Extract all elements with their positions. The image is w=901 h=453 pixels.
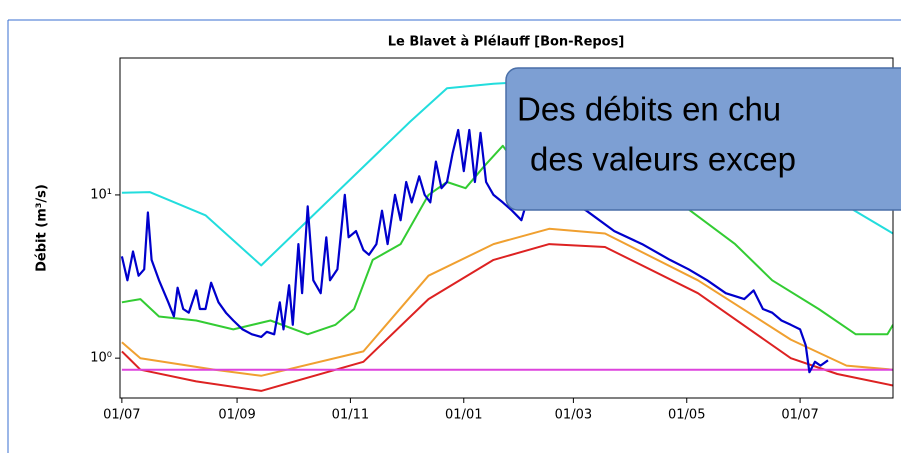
x-tick-label: 01/09	[218, 408, 255, 423]
chart-title: Le Blavet à Plélauff [Bon-Repos]	[388, 35, 625, 50]
y-tick-label: 10⁰	[90, 351, 112, 366]
series-line	[120, 128, 829, 374]
series-line	[121, 243, 893, 392]
y-tick-label: 10¹	[90, 187, 112, 202]
callout-text: Des débits en chu	[517, 91, 781, 128]
x-tick-label: 01/05	[668, 408, 705, 423]
callout-text: des valeurs excep	[530, 141, 796, 178]
x-tick-label: 01/07	[781, 408, 818, 423]
plot-frame	[119, 57, 894, 399]
x-tick-label: 01/03	[555, 408, 592, 423]
axes: 01/07 01/09 01/11 01/01 01/03 01/05 01/07 10⁰ 10…	[90, 187, 819, 422]
callout: Des débits en chu des valeurs excep	[505, 67, 901, 211]
plot-area	[120, 79, 893, 392]
x-tick-label: 01/01	[445, 408, 482, 423]
callout-box	[505, 67, 901, 211]
x-tick-label: 01/07	[103, 408, 140, 423]
y-axis-label: Débit (m³/s)	[35, 184, 50, 272]
x-tick-label: 01/11	[332, 408, 369, 423]
